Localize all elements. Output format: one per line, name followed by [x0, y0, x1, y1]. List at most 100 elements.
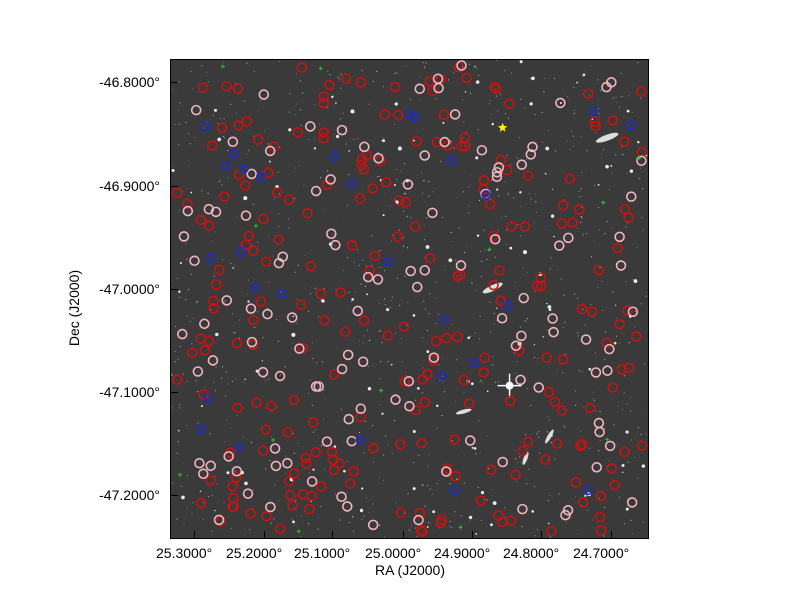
star-point	[533, 343, 536, 346]
catalog-circle	[328, 464, 340, 476]
catalog-circle	[495, 295, 506, 306]
green-cross-marker	[487, 247, 492, 252]
background-speckle	[300, 125, 302, 127]
catalog-circle	[427, 85, 438, 96]
background-speckle	[584, 324, 586, 326]
background-speckle	[505, 243, 507, 245]
background-speckle	[412, 183, 414, 185]
yellow-star-marker	[497, 122, 508, 132]
background-speckle	[243, 381, 245, 383]
background-speckle	[179, 407, 181, 409]
star-point	[464, 91, 467, 93]
background-speckle	[340, 87, 342, 89]
catalog-circle	[595, 490, 606, 502]
catalog-circle	[438, 109, 450, 121]
background-speckle	[479, 452, 481, 454]
background-speckle	[327, 70, 329, 72]
catalog-circle	[246, 336, 258, 348]
catalog-circle	[551, 438, 563, 449]
background-speckle	[252, 489, 254, 491]
x-tick-label: 25.3000°	[156, 545, 213, 561]
background-speckle	[550, 442, 552, 444]
background-speckle	[562, 372, 564, 374]
background-speckle	[177, 441, 179, 443]
catalog-circle	[195, 497, 207, 509]
background-speckle	[470, 175, 472, 177]
green-cross-marker	[601, 200, 606, 205]
background-speckle	[350, 301, 352, 303]
background-speckle	[480, 380, 482, 382]
star-point	[553, 235, 555, 238]
catalog-circle	[459, 140, 471, 152]
background-speckle	[456, 359, 458, 361]
background-speckle	[630, 519, 632, 521]
sky-field	[171, 60, 648, 538]
background-speckle	[399, 304, 401, 306]
background-speckle	[378, 175, 380, 177]
star-point	[470, 382, 474, 386]
background-speckle	[458, 281, 460, 283]
catalog-circle	[318, 97, 330, 109]
background-speckle	[186, 474, 188, 476]
catalog-circle	[506, 221, 517, 232]
background-speckle	[401, 182, 403, 184]
background-speckle	[566, 140, 568, 142]
background-speckle	[478, 179, 480, 181]
background-speckle	[537, 436, 539, 438]
catalog-circle	[399, 376, 410, 387]
catalog-circle	[635, 86, 647, 97]
background-speckle	[304, 254, 306, 256]
catalog-circle	[292, 127, 304, 138]
star-point	[292, 315, 295, 318]
catalog-circle	[245, 303, 257, 314]
background-speckle	[547, 329, 549, 331]
background-speckle	[354, 291, 356, 293]
y-tick-mark	[170, 82, 178, 83]
catalog-circle	[527, 141, 538, 153]
x-tick-mark	[611, 531, 612, 539]
background-speckle	[423, 256, 425, 258]
catalog-circle	[553, 240, 565, 251]
star-point	[268, 160, 271, 163]
catalog-circle	[205, 460, 217, 472]
catalog-circle	[390, 394, 401, 405]
background-speckle	[515, 458, 517, 460]
catalog-circle	[196, 424, 206, 434]
catalog-circle	[178, 231, 190, 242]
star-point	[181, 495, 185, 500]
catalog-circle	[543, 386, 555, 398]
background-speckle	[216, 483, 218, 485]
background-speckle	[563, 326, 565, 328]
background-speckle	[421, 484, 423, 486]
background-speckle	[381, 342, 383, 344]
background-speckle	[353, 139, 355, 141]
background-speckle	[558, 493, 560, 495]
background-speckle	[340, 73, 342, 75]
background-speckle	[215, 366, 217, 368]
background-speckle	[172, 166, 174, 168]
background-speckle	[293, 452, 295, 454]
catalog-circle	[213, 264, 225, 276]
background-speckle	[308, 472, 310, 474]
background-speckle	[516, 462, 518, 464]
star-point	[335, 102, 337, 104]
background-speckle	[437, 313, 439, 315]
x-tick-mark	[264, 531, 265, 539]
star-point	[381, 412, 384, 415]
catalog-circle	[258, 213, 269, 225]
catalog-circle	[484, 198, 496, 210]
background-speckle	[176, 91, 178, 93]
catalog-circle	[582, 88, 594, 100]
catalog-circle	[428, 352, 440, 363]
star-point	[171, 168, 175, 172]
catalog-circle	[186, 347, 198, 359]
background-speckle	[379, 330, 381, 332]
background-speckle	[176, 277, 178, 279]
catalog-circle	[382, 330, 393, 341]
background-speckle	[646, 433, 648, 435]
background-speckle	[506, 192, 508, 194]
background-speckle	[573, 110, 575, 112]
background-speckle	[597, 100, 599, 102]
catalog-circle	[427, 207, 438, 219]
background-speckle	[567, 96, 569, 98]
